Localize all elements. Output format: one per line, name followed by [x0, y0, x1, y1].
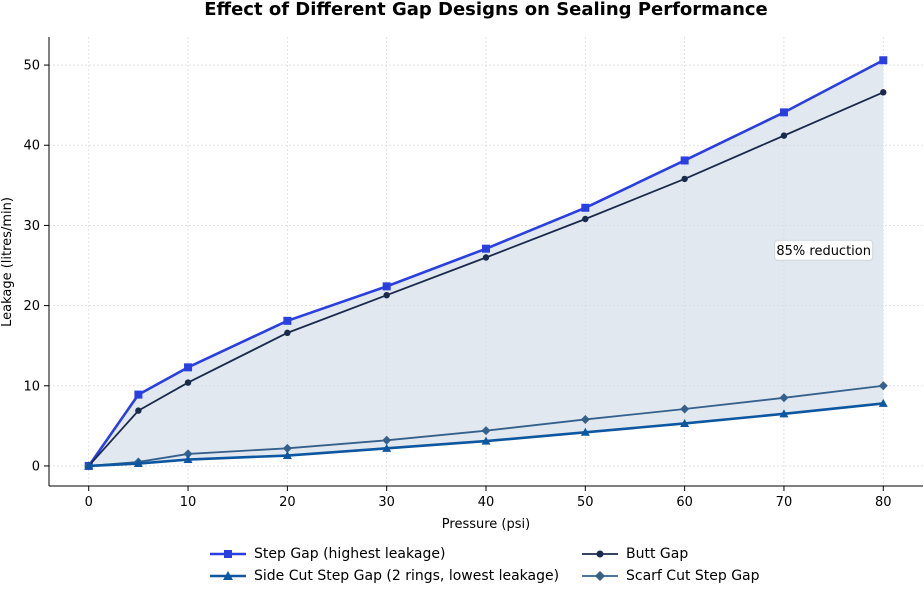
y-tick-label-40: 40 [23, 139, 40, 154]
series-side-cut-step-gap-2-rings-lowest-leakage [84, 398, 888, 470]
point-side-cut-step-gap-2-rings-lowest-leakage-20 [282, 451, 292, 460]
x-axis-label: Pressure (psi) [442, 517, 530, 532]
point-side-cut-step-gap-2-rings-lowest-leakage-0 [84, 461, 94, 470]
point-scarf-cut-step-gap-20 [282, 443, 292, 453]
point-butt-gap-40 [482, 254, 490, 261]
x-tick-label-60: 60 [676, 495, 693, 510]
point-step-gap-highest-leakage-30 [382, 282, 391, 291]
legend-swatch-scarf-cut-step-gap [582, 571, 618, 581]
legend-item-scarf-cut-step-gap: Scarf Cut Step Gap [582, 568, 760, 584]
ticks: 0 10 20 30 40 50 60 70 80 0 10 20 30 40 50 [23, 59, 891, 510]
y-axis-label: Leakage (litres/min) [0, 197, 15, 327]
point-side-cut-step-gap-2-rings-lowest-leakage-30 [382, 443, 392, 452]
point-scarf-cut-step-gap-70 [779, 393, 789, 403]
annotation-box [774, 239, 874, 261]
point-scarf-cut-step-gap-40 [481, 426, 491, 436]
point-step-gap-highest-leakage-50 [581, 203, 590, 212]
point-side-cut-step-gap-2-rings-lowest-leakage-60 [680, 418, 690, 427]
x-tick-label-30: 30 [378, 495, 395, 510]
point-side-cut-step-gap-2-rings-lowest-leakage-10 [183, 455, 193, 464]
x-tick-label-40: 40 [478, 495, 495, 510]
legend-label-side-cut-step-gap: Side Cut Step Gap (2 rings, lowest leaka… [254, 568, 560, 584]
annotation: 85% reduction [774, 239, 874, 261]
point-step-gap-highest-leakage-40 [482, 244, 490, 253]
x-tick-label-20: 20 [279, 495, 296, 510]
y-tick-label-30: 30 [23, 219, 40, 234]
annotation-text: 85% reduction [776, 244, 871, 259]
series-line-butt-gap [88, 91, 884, 467]
point-step-gap-highest-leakage-10 [184, 363, 193, 372]
series-step-gap-highest-leakage [84, 56, 888, 470]
point-scarf-cut-step-gap-80 [878, 381, 888, 391]
x-tick-label-80: 80 [875, 495, 892, 510]
point-scarf-cut-step-gap-60 [680, 404, 690, 414]
point-scarf-cut-step-gap-30 [382, 435, 392, 445]
series-butt-gap [85, 89, 887, 470]
y-tick-label-20: 20 [23, 299, 40, 314]
legend-swatch-step-gap [210, 550, 246, 558]
y-tick-label-50: 50 [23, 59, 40, 74]
point-butt-gap-70 [780, 132, 788, 139]
x-tick-label-0: 0 [85, 495, 93, 510]
point-step-gap-highest-leakage-20 [283, 316, 292, 325]
point-butt-gap-60 [681, 175, 688, 183]
x-tick-label-10: 10 [180, 495, 197, 510]
point-scarf-cut-step-gap-10 [183, 449, 193, 459]
point-side-cut-step-gap-2-rings-lowest-leakage-5 [133, 459, 143, 468]
legend-swatch-side-cut-step-gap [210, 571, 246, 580]
point-scarf-cut-step-gap-50 [580, 414, 590, 424]
legend-item-step-gap: Step Gap (highest leakage) [210, 546, 445, 562]
chart-title: Effect of Different Gap Designs on Seali… [204, 0, 768, 20]
x-tick-label-70: 70 [776, 495, 793, 510]
point-step-gap-highest-leakage-60 [680, 156, 689, 165]
point-step-gap-highest-leakage-80 [879, 56, 888, 65]
point-side-cut-step-gap-2-rings-lowest-leakage-70 [779, 409, 789, 418]
point-step-gap-highest-leakage-70 [779, 108, 788, 117]
series-layer [84, 56, 888, 471]
y-tick-label-10: 10 [23, 379, 40, 394]
point-side-cut-step-gap-2-rings-lowest-leakage-40 [481, 436, 491, 445]
legend: Step Gap (highest leakage) Side Cut Step… [210, 546, 830, 596]
legend-swatch-butt-gap [582, 550, 618, 558]
point-side-cut-step-gap-2-rings-lowest-leakage-50 [580, 427, 590, 436]
point-butt-gap-5 [135, 407, 142, 414]
legend-item-butt-gap: Butt Gap [582, 546, 688, 562]
y-tick-label-0: 0 [32, 459, 40, 474]
point-butt-gap-10 [184, 379, 192, 386]
point-butt-gap-20 [284, 329, 291, 337]
point-butt-gap-30 [383, 291, 390, 299]
legend-item-side-cut-step-gap: Side Cut Step Gap (2 rings, lowest leaka… [210, 568, 559, 584]
x-tick-label-50: 50 [577, 495, 594, 510]
series-line-step-gap-highest-leakage [87, 59, 884, 467]
legend-label-scarf-cut-step-gap: Scarf Cut Step Gap [626, 568, 760, 584]
series-line-side-cut-step-gap-2-rings-lowest-leakage [88, 402, 884, 468]
point-side-cut-step-gap-2-rings-lowest-leakage-80 [878, 398, 888, 407]
point-butt-gap-80 [880, 89, 887, 96]
point-butt-gap-50 [582, 215, 589, 223]
point-step-gap-highest-leakage-5 [134, 390, 143, 399]
legend-label-step-gap: Step Gap (highest leakage) [254, 546, 446, 562]
legend-label-butt-gap: Butt Gap [626, 546, 689, 562]
series-line-scarf-cut-step-gap [88, 384, 884, 467]
